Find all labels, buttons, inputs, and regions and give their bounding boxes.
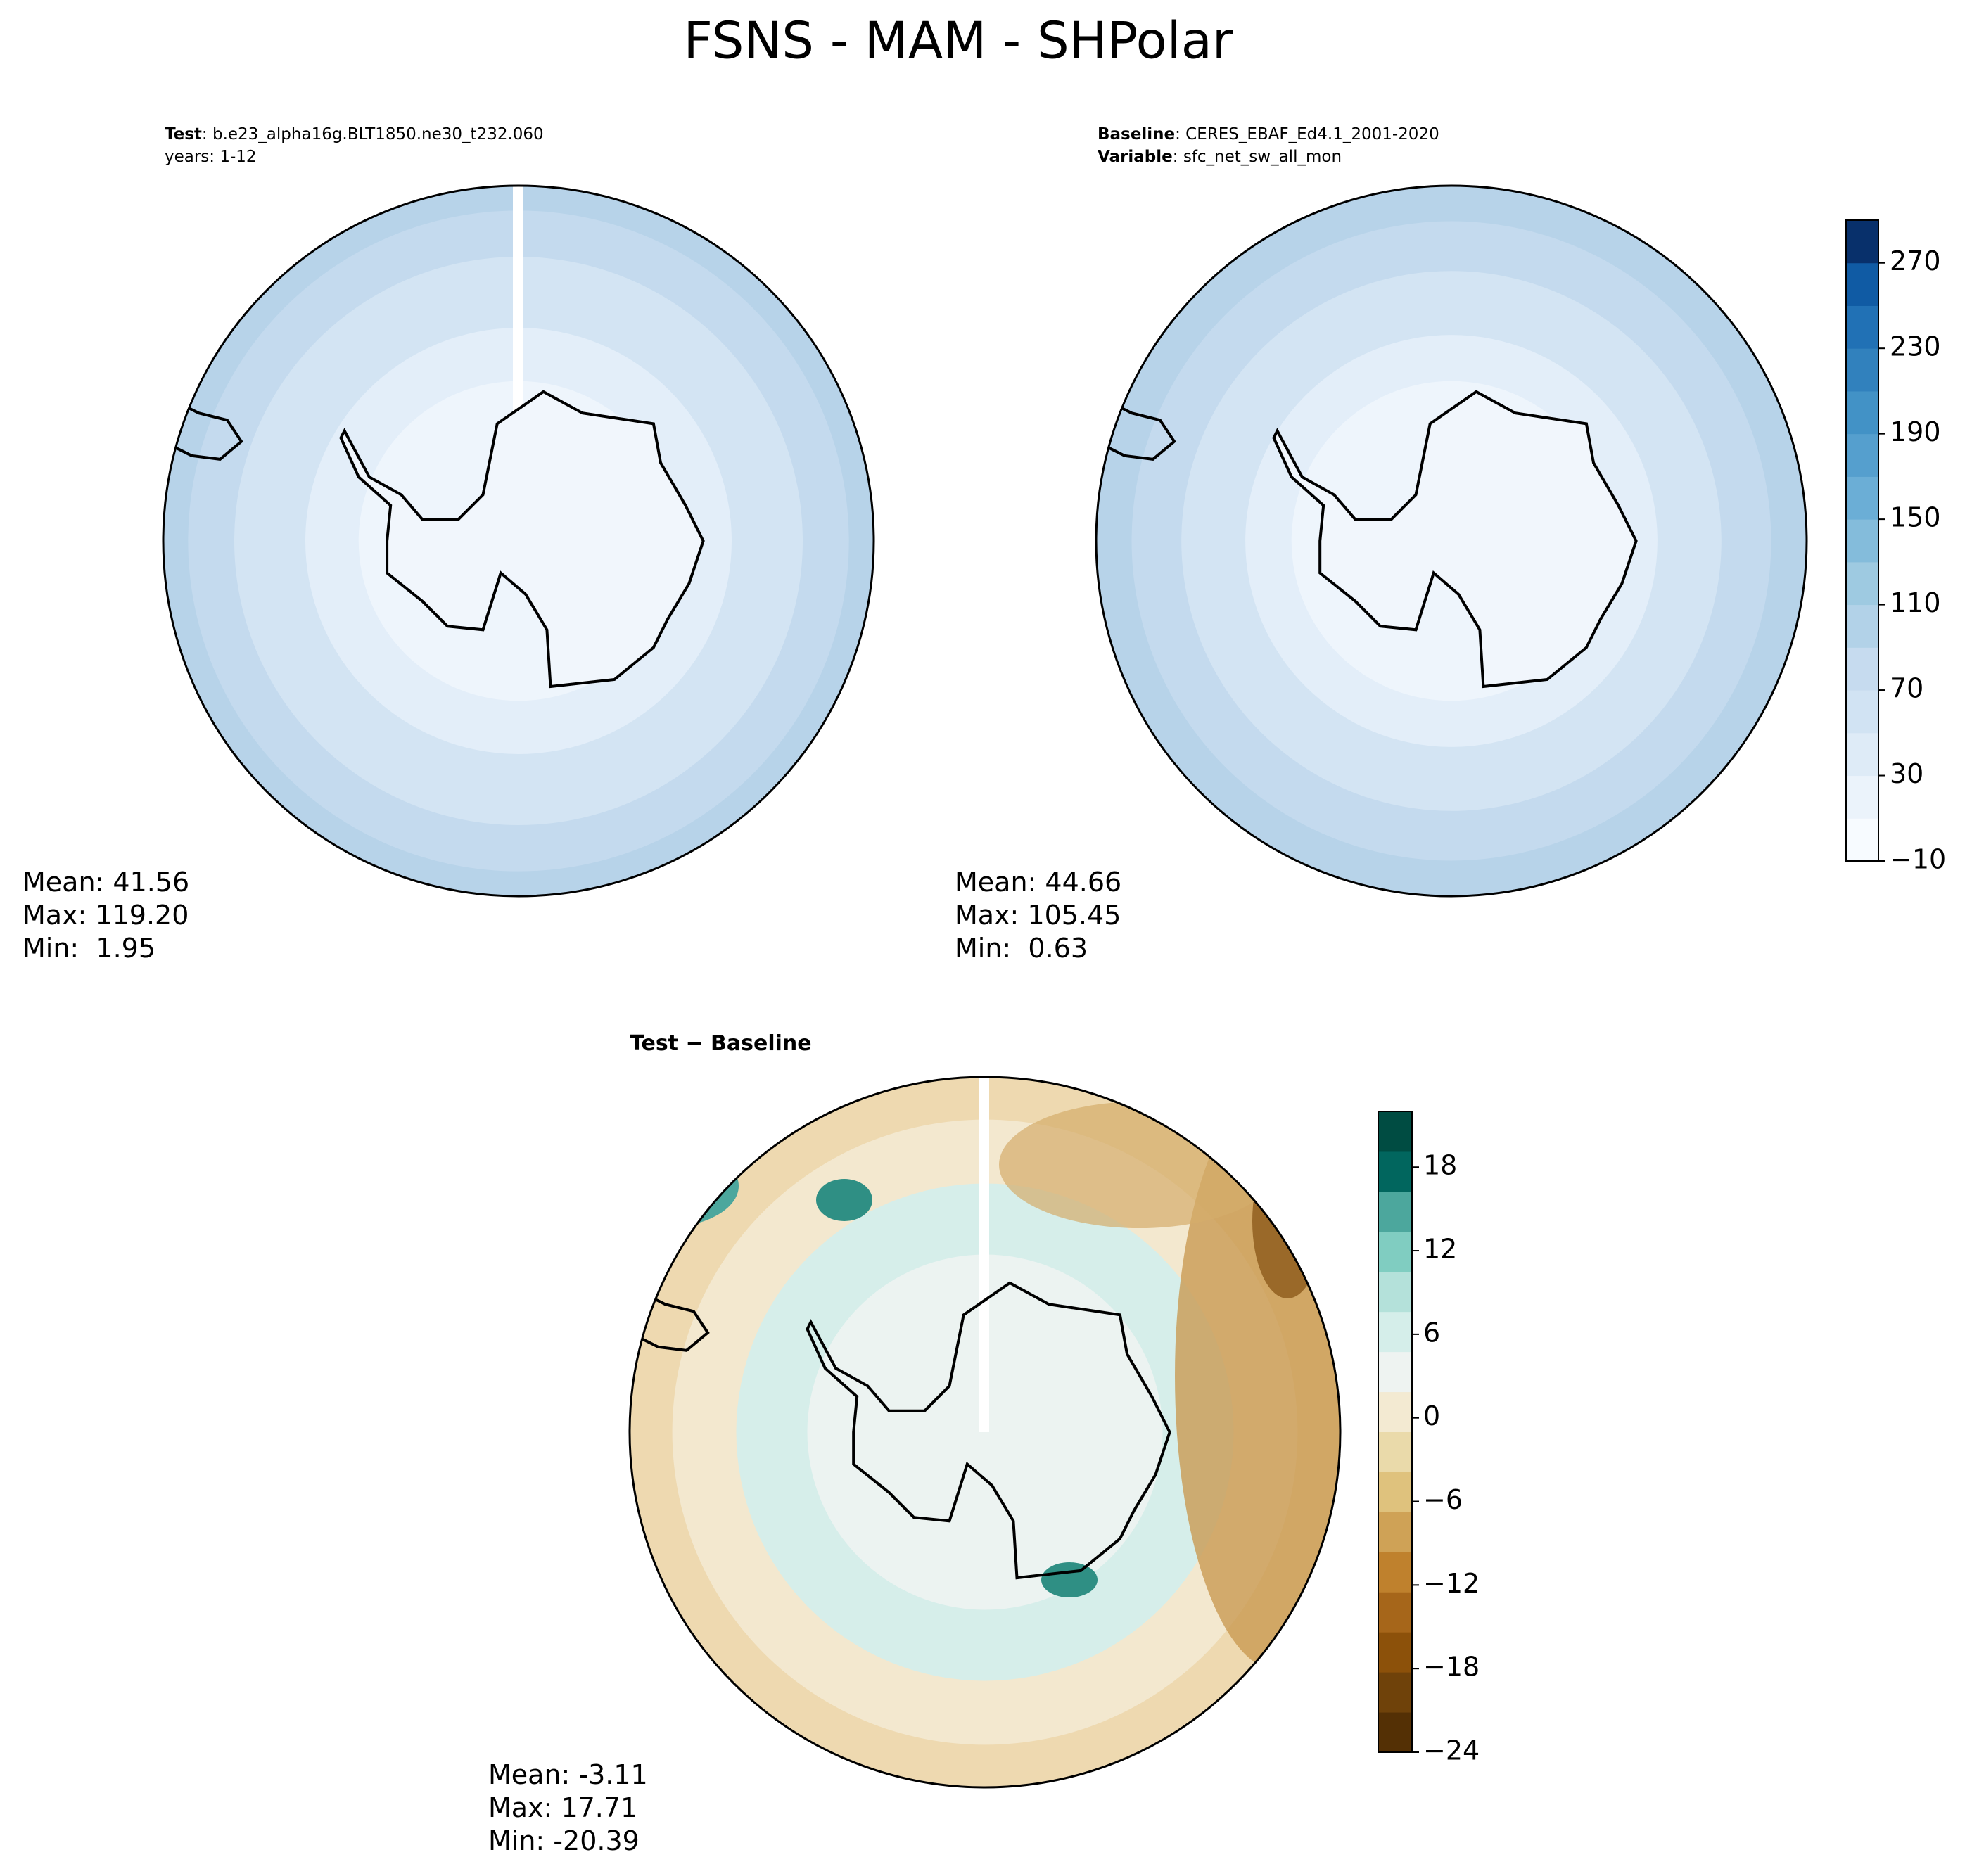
tick-label: 150 [1890, 502, 1941, 533]
panel-header: Baseline: CERES_EBAF_Ed4.1_2001-2020 [1098, 125, 1439, 143]
colorbar-band [1378, 1512, 1412, 1552]
colorbar-band [1378, 1271, 1412, 1313]
colorbar-band [1846, 305, 1878, 349]
map-border [628, 1076, 1342, 1789]
colorbar-band [1378, 1712, 1412, 1753]
tick-label: −6 [1423, 1484, 1463, 1515]
colorbar-band [1378, 1151, 1412, 1192]
colorbar-band [1846, 818, 1878, 862]
figure-title: FSNS - MAM - SHPolar [684, 11, 1233, 70]
coastline [806, 1281, 1171, 1580]
header-part: : CERES_EBAF_Ed4.1_2001-2020 [1175, 125, 1439, 143]
header-part: : sfc_net_sw_all_mon [1173, 148, 1342, 166]
coastline [163, 397, 243, 461]
header-part: years: 1-12 [165, 148, 257, 166]
stat-line: Max: 105.45 [955, 900, 1121, 931]
colorbar-band [1378, 1592, 1412, 1633]
contour-band [1041, 1562, 1098, 1597]
colorbar-band [1846, 390, 1878, 435]
tick-label: 70 [1890, 673, 1923, 704]
tick-label: −10 [1890, 844, 1946, 875]
header-part: Test − Baseline [630, 1031, 812, 1056]
map-border [1095, 184, 1808, 898]
contour-band [1252, 1144, 1323, 1298]
contour-band [999, 1102, 1280, 1228]
tick-label: 230 [1890, 331, 1941, 362]
header-part: Test [165, 125, 202, 143]
polar-map [1096, 186, 1807, 896]
stat-line: Min: 1.95 [23, 933, 155, 964]
contour-band [816, 1179, 872, 1221]
colorbar-band [1846, 220, 1878, 264]
tick-label: −18 [1423, 1652, 1480, 1683]
colorbar-frame [1845, 219, 1879, 862]
colorbar-band [1378, 1231, 1412, 1272]
header-part: Variable [1098, 148, 1173, 166]
contour-band [630, 1144, 739, 1228]
tick-label: 190 [1890, 416, 1941, 447]
colorbar-band [1378, 1191, 1412, 1232]
colorbar-band [1846, 433, 1878, 477]
colorbar-band [1846, 348, 1878, 392]
map-border [162, 184, 875, 898]
stat-line: Min: -20.39 [488, 1825, 640, 1856]
colorbar-band [1846, 775, 1878, 819]
colorbar-band [1846, 519, 1878, 563]
tick-label: 0 [1423, 1400, 1440, 1431]
colorbar-band [1846, 647, 1878, 691]
tick-label: 6 [1423, 1317, 1440, 1348]
header-part: Baseline [1098, 125, 1175, 143]
tick-label: 110 [1890, 587, 1941, 618]
tick-label: 30 [1890, 758, 1923, 789]
coastline [339, 390, 705, 689]
stat-line: Mean: 41.56 [23, 867, 189, 898]
panel-header: Variable: sfc_net_sw_all_mon [1098, 148, 1342, 166]
colorbar-band [1846, 732, 1878, 777]
colorbar-frame [1378, 1111, 1413, 1753]
tick-label: −12 [1423, 1568, 1480, 1599]
colorbar-band [1378, 1632, 1412, 1673]
tick-label: 12 [1423, 1234, 1457, 1265]
stat-line: Max: 119.20 [23, 900, 189, 931]
tick-label: −24 [1423, 1735, 1480, 1766]
colorbar-band [1846, 604, 1878, 648]
polar-map [630, 1077, 1340, 1787]
colorbar-band [1846, 262, 1878, 306]
colorbar-band [1378, 1111, 1412, 1152]
stat-line: Mean: -3.11 [488, 1759, 648, 1790]
coastline [1272, 390, 1638, 689]
stat-line: Min: 0.63 [955, 933, 1088, 964]
panel-header: Test: b.e23_alpha16g.BLT1850.ne30_t232.0… [165, 125, 544, 143]
data-gap [979, 1077, 989, 1432]
stat-line: Mean: 44.66 [955, 867, 1121, 898]
coastline [1096, 397, 1176, 461]
colorbar-band [1378, 1672, 1412, 1713]
colorbar-band [1846, 476, 1878, 520]
colorbar-band [1846, 561, 1878, 606]
panel-header: Test − Baseline [630, 1031, 812, 1056]
colorbar-band [1378, 1311, 1412, 1353]
colorbar-band [1378, 1552, 1412, 1593]
colorbar-band [1846, 690, 1878, 734]
colorbar-band [1378, 1391, 1412, 1432]
colorbar-band [1378, 1351, 1412, 1393]
panel-header: years: 1-12 [165, 148, 257, 166]
header-part: : b.e23_alpha16g.BLT1850.ne30_t232.060 [202, 125, 544, 143]
polar-map [163, 186, 874, 896]
coastline [630, 1289, 710, 1352]
stat-line: Max: 17.71 [488, 1792, 637, 1823]
tick-label: 18 [1423, 1150, 1457, 1181]
colorbar-band [1378, 1431, 1412, 1472]
colorbar-band [1378, 1472, 1412, 1512]
tick-label: 270 [1890, 245, 1941, 276]
